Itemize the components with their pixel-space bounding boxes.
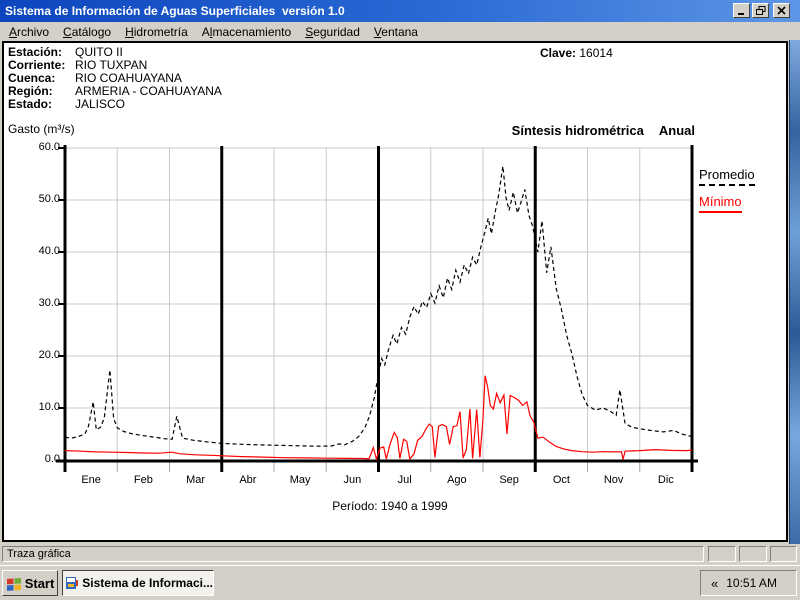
x-axis-label: Nov xyxy=(603,474,624,486)
restore-button[interactable] xyxy=(752,3,769,18)
info-value: ARMERIA - COAHUAYANA xyxy=(75,84,222,98)
task-label: Sistema de Informaci... xyxy=(82,576,213,590)
chart-subtitle: Síntesis hidrométrica Anual xyxy=(430,123,695,138)
x-axis-label: Dic xyxy=(657,474,674,486)
x-axis-label: Ago xyxy=(447,474,467,486)
start-button[interactable]: Start xyxy=(2,570,58,596)
taskbar: Start Sistema de Informaci... « 10:51 AM xyxy=(0,565,800,600)
y-axis-label: 50.0 xyxy=(38,193,60,205)
y-axis-label: 30.0 xyxy=(38,297,60,309)
x-axis-label: Ene xyxy=(81,474,101,486)
window-title: Sistema de Información de Aguas Superfic… xyxy=(5,4,345,18)
menu-item-ventana[interactable]: Ventana xyxy=(373,24,418,39)
status-message: Traza gráfica xyxy=(2,546,704,562)
minimize-icon xyxy=(738,13,744,15)
y-axis-label: 20.0 xyxy=(38,349,60,361)
minimize-button[interactable] xyxy=(733,3,750,18)
menu-item-almacenamiento[interactable]: Almacenamiento xyxy=(201,24,292,39)
menu-item-hidrometría[interactable]: Hidrometría xyxy=(125,24,188,39)
system-tray[interactable]: « 10:51 AM xyxy=(700,570,797,596)
chart-legend: Promedio Mínimo xyxy=(699,167,755,221)
info-value: JALISCO xyxy=(75,97,126,111)
status-pane-2 xyxy=(739,546,767,562)
menu-bar: Archivo Catálogo Hidrometría Almacenamiento… xyxy=(0,22,800,41)
station-info: Estación: QUITO II Corriente: RIO TUXPAN Cue… xyxy=(8,46,222,111)
x-axis-label: Jun xyxy=(343,474,362,486)
station-info-row: Corriente: RIO TUXPAN xyxy=(8,59,222,72)
clave-value: 16014 xyxy=(579,46,613,60)
y-axis-label: 60.0 xyxy=(38,141,60,153)
station-info-row: Estación: QUITO II xyxy=(8,46,222,59)
status-pane-3 xyxy=(770,546,797,562)
station-key: Clave: 16014 xyxy=(540,46,613,60)
status-bar: Traza gráfica xyxy=(0,544,800,564)
legend-label: Mínimo xyxy=(699,194,742,213)
x-axis-label: Abr xyxy=(239,474,257,486)
close-icon xyxy=(777,6,786,15)
taskbar-clock: 10:51 AM xyxy=(726,576,777,590)
station-info-row: Región: ARMERIA - COAHUAYANA xyxy=(8,85,222,98)
document-area xyxy=(2,41,788,542)
info-label: Cuenca: xyxy=(8,71,56,85)
window-controls xyxy=(731,3,790,18)
station-info-row: Cuenca: RIO COAHUAYANA xyxy=(8,72,222,85)
chart-subtitle-text: Síntesis hidrométrica xyxy=(511,123,644,138)
chart-mode: Anual xyxy=(658,123,695,138)
x-axis-label: Feb xyxy=(133,474,153,486)
info-label: Corriente: xyxy=(8,58,66,72)
clave-label: Clave: xyxy=(540,46,577,60)
info-label: Estación: xyxy=(8,45,63,59)
status-pane-1 xyxy=(708,546,736,562)
legend-label: Promedio xyxy=(699,167,755,186)
x-axis-label: Jul xyxy=(397,474,412,486)
info-value: RIO TUXPAN xyxy=(75,58,148,72)
info-value: RIO COAHUAYANA xyxy=(75,71,182,85)
restore-icon xyxy=(755,6,765,15)
desktop-background-strip xyxy=(789,40,800,546)
tray-chevron-icon[interactable]: « xyxy=(711,575,719,591)
menu-item-catálogo[interactable]: Catálogo xyxy=(63,24,112,39)
x-axis-label: Mar xyxy=(186,474,206,486)
close-button[interactable] xyxy=(773,3,790,18)
info-label: Región: xyxy=(8,84,53,98)
station-info-row: Estado: JALISCO xyxy=(8,98,222,111)
y-axis-label: 40.0 xyxy=(38,245,60,257)
y-axis-label: 0.0 xyxy=(44,453,60,465)
start-label: Start xyxy=(24,575,55,591)
legend-promedio: Promedio xyxy=(699,167,755,186)
info-value: QUITO II xyxy=(75,45,123,59)
menu-item-seguridad[interactable]: Seguridad xyxy=(305,24,360,39)
x-axis-label: Oct xyxy=(552,474,570,486)
period-label: Período: 1940 a 1999 xyxy=(332,499,448,513)
windows-flag-icon xyxy=(6,577,21,591)
title-bar: Sistema de Información de Aguas Superfic… xyxy=(0,0,800,22)
legend-mínimo: Mínimo xyxy=(699,194,755,213)
y-axis-label: 10.0 xyxy=(38,401,60,413)
y-axis-title: Gasto (m³/s) xyxy=(8,122,75,136)
y-axis-labels: 0.0 10.0 20.0 30.0 40.0 50.0 60.0 xyxy=(26,0,60,500)
x-axis-label: May xyxy=(289,474,311,486)
x-axis-label: Sep xyxy=(499,474,519,486)
menu-item-archivo[interactable]: Archivo xyxy=(9,24,50,39)
info-label: Estado: xyxy=(8,97,53,111)
taskbar-task-button[interactable]: Sistema de Informaci... xyxy=(62,570,214,596)
app-icon xyxy=(66,577,79,589)
